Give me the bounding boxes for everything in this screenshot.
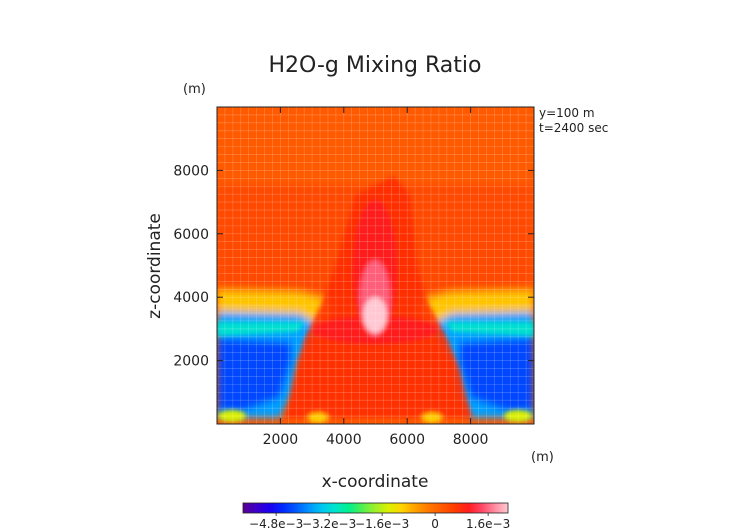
colorbar: −4.8e−3−3.2e−3−1.6e−3 0 1.6e−3 bbox=[242, 502, 510, 531]
dry-core-left bbox=[217, 338, 292, 412]
y-axis-label: z-coordinate bbox=[145, 213, 165, 319]
dry-core-right bbox=[458, 338, 534, 412]
dry-edge-left bbox=[217, 322, 305, 336]
heatmap-grid bbox=[217, 107, 534, 424]
surface-moist-3 bbox=[308, 413, 328, 423]
colorbar-tick-label: −4.8e−3 bbox=[249, 517, 303, 531]
dry-edge-right bbox=[445, 322, 534, 336]
colorbar-ticks: −4.8e−3−3.2e−3−1.6e−3 0 1.6e−3 bbox=[249, 513, 510, 531]
x-axis-label: x-coordinate bbox=[322, 472, 429, 492]
heatmap-area bbox=[217, 107, 534, 424]
y-unit-label: (m) bbox=[183, 82, 206, 97]
chart-title: H2O-g Mixing Ratio bbox=[269, 53, 482, 78]
plot-frame bbox=[216, 106, 535, 425]
y-tick-label: 8000 bbox=[173, 163, 209, 179]
colorbar-tick-label: −1.6e−3 bbox=[355, 517, 409, 531]
surface-moist-2 bbox=[504, 410, 532, 422]
plume-core bbox=[363, 297, 387, 333]
y-tick-label: 6000 bbox=[173, 227, 209, 243]
y-tick-label: 2000 bbox=[173, 354, 209, 370]
y-tick-label: 4000 bbox=[173, 290, 209, 306]
x-tick-label: 4000 bbox=[326, 432, 362, 448]
colorbar-strip bbox=[242, 502, 509, 514]
x-unit-label: (m) bbox=[531, 450, 554, 465]
colorbar-tick-label: 1.6e−3 bbox=[466, 517, 510, 531]
x-tick-label: 2000 bbox=[263, 432, 299, 448]
colorbar-tick-label: 0 bbox=[431, 517, 439, 531]
annotation-line-2: t=2400 sec bbox=[539, 121, 608, 135]
y-axis-ticks: 2000 4000 6000 8000 bbox=[173, 163, 534, 370]
x-tick-label: 8000 bbox=[453, 432, 489, 448]
surface-moist-4 bbox=[422, 413, 442, 423]
colorbar-tick-label: −3.2e−3 bbox=[302, 517, 356, 531]
x-axis-ticks: 2000 4000 6000 8000 bbox=[263, 107, 489, 448]
annotation-line-1: y=100 m bbox=[539, 106, 595, 120]
surface-moist-1 bbox=[218, 410, 246, 422]
x-tick-label: 6000 bbox=[389, 432, 425, 448]
